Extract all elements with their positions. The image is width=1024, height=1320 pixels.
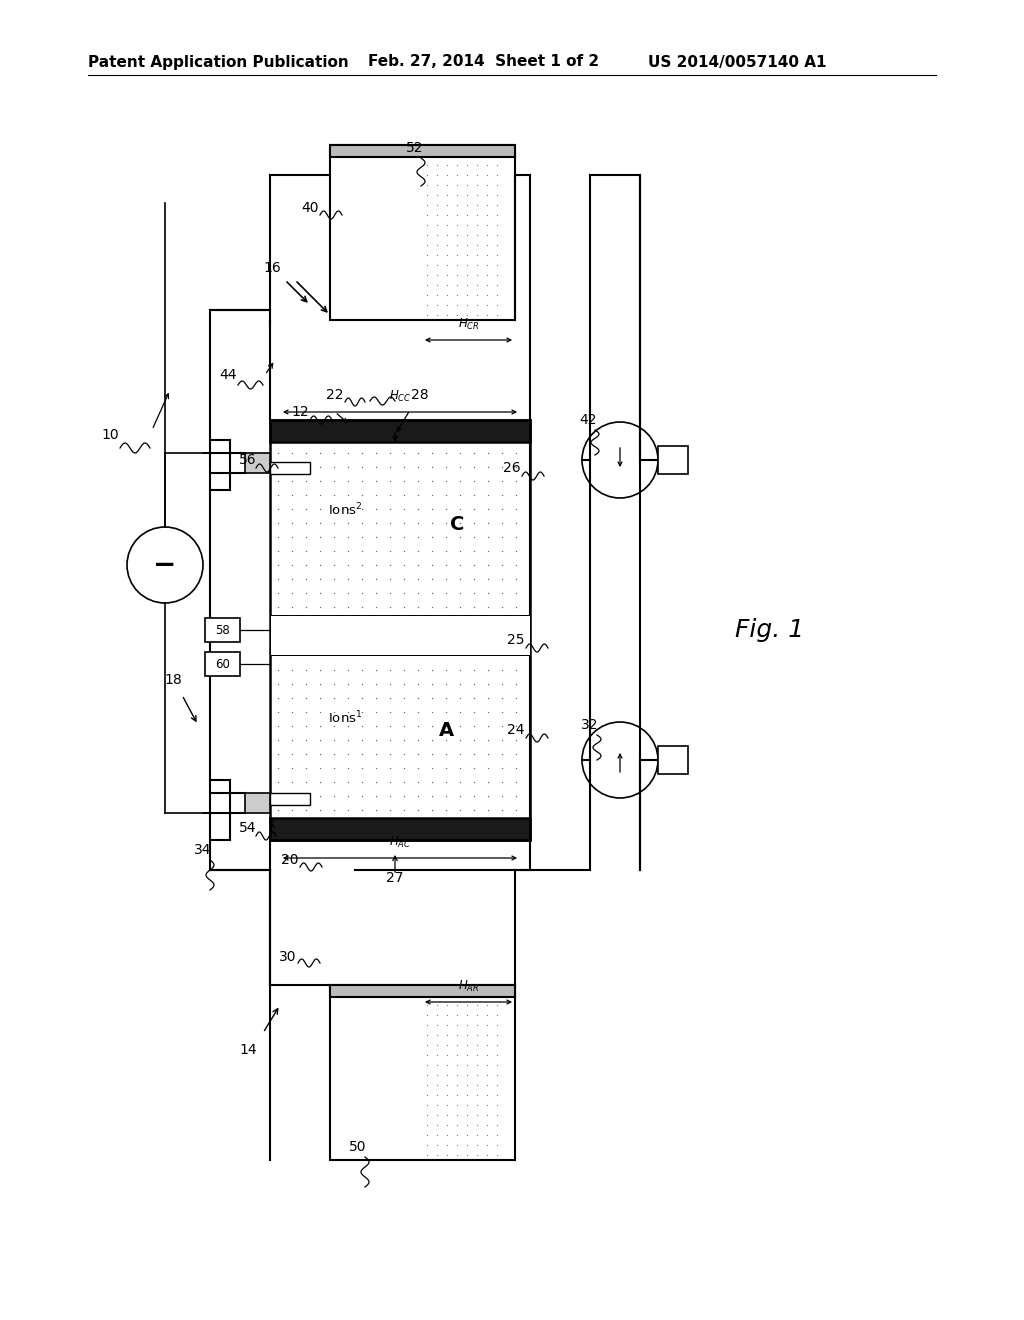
Bar <box>270 420 530 840</box>
Text: $H_{AC}$: $H_{AC}$ <box>389 836 411 850</box>
Bar <box>330 985 515 1160</box>
Text: US 2014/0057140 A1: US 2014/0057140 A1 <box>648 54 826 70</box>
Text: 30: 30 <box>280 950 297 964</box>
Text: 56: 56 <box>240 453 257 467</box>
Bar <box>658 746 688 774</box>
Bar <box>330 145 515 319</box>
Text: 27: 27 <box>386 871 403 884</box>
Bar <box>270 420 530 442</box>
Bar <box>330 985 515 997</box>
Bar <box>270 655 530 818</box>
Bar <box>330 145 515 157</box>
Bar <box>245 793 270 813</box>
Text: 40: 40 <box>301 201 318 215</box>
Text: 54: 54 <box>240 821 257 836</box>
Bar <box>245 453 270 473</box>
Text: Ions$^{2}$: Ions$^{2}$ <box>328 502 362 519</box>
Bar <box>205 652 240 676</box>
Bar <box>270 462 310 474</box>
Text: 32: 32 <box>582 718 599 733</box>
Text: 34: 34 <box>195 843 212 857</box>
Text: Fig. 1: Fig. 1 <box>735 618 804 642</box>
Text: 24: 24 <box>507 723 524 737</box>
Text: 12: 12 <box>291 405 309 418</box>
Text: $H_{AR}$: $H_{AR}$ <box>458 979 479 994</box>
Bar <box>270 442 530 615</box>
Text: Ions$^{1}$: Ions$^{1}$ <box>328 710 362 726</box>
Bar <box>330 145 515 157</box>
Text: 52: 52 <box>407 141 424 154</box>
Text: 42: 42 <box>580 413 597 426</box>
Bar <box>330 985 515 997</box>
Text: 18: 18 <box>164 673 182 686</box>
Text: $H_{CC}$: $H_{CC}$ <box>389 389 412 404</box>
Text: 14: 14 <box>240 1043 257 1057</box>
Text: $H_{CR}$: $H_{CR}$ <box>458 317 479 333</box>
Bar <box>270 818 530 840</box>
Text: −: − <box>154 550 176 579</box>
Text: 16: 16 <box>263 261 281 275</box>
Text: 20: 20 <box>282 853 299 867</box>
Text: 25: 25 <box>507 634 524 647</box>
Text: 44: 44 <box>219 368 237 381</box>
Bar <box>658 446 688 474</box>
Text: 58: 58 <box>215 623 229 636</box>
Bar <box>270 442 530 615</box>
Text: Feb. 27, 2014  Sheet 1 of 2: Feb. 27, 2014 Sheet 1 of 2 <box>368 54 599 70</box>
Text: C: C <box>450 516 465 535</box>
Text: 22: 22 <box>327 388 344 403</box>
Bar <box>205 618 240 642</box>
Text: Patent Application Publication: Patent Application Publication <box>88 54 349 70</box>
Text: A: A <box>439 721 455 739</box>
Text: 10: 10 <box>101 428 119 442</box>
Bar <box>270 615 530 655</box>
Text: 50: 50 <box>349 1140 367 1154</box>
Text: 28: 28 <box>412 388 429 403</box>
Bar <box>270 655 530 818</box>
Bar <box>270 818 530 840</box>
Text: 26: 26 <box>503 461 521 475</box>
Bar <box>270 793 310 805</box>
Text: 60: 60 <box>215 657 230 671</box>
Bar <box>270 420 530 442</box>
